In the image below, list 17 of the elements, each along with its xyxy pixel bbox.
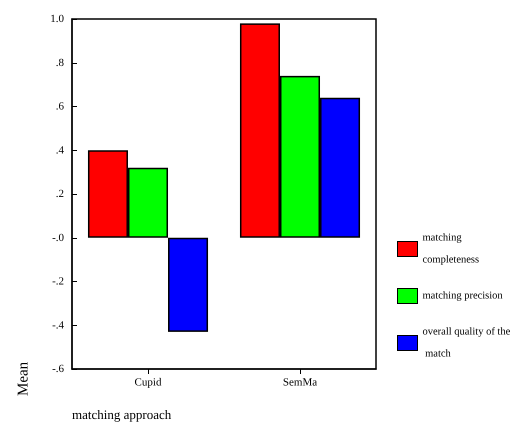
y-axis-title: Mean xyxy=(16,361,32,396)
y-tick-label: .8 xyxy=(56,56,64,69)
y-tick-label: .2 xyxy=(56,188,64,200)
bar xyxy=(168,238,208,332)
y-tick-label: .4 xyxy=(56,144,64,156)
legend-label: matching precision xyxy=(422,290,504,302)
x-axis-title: matching approach xyxy=(72,407,172,422)
y-tick-label: 1.0 xyxy=(50,13,64,25)
y-tick-label: -.2 xyxy=(52,276,64,288)
y-tick-label: -.6 xyxy=(52,363,64,375)
y-tick-label: -.4 xyxy=(52,319,64,332)
x-tick-label: SemMa xyxy=(282,376,318,388)
legend-label: matching completeness xyxy=(422,232,480,266)
x-tick-label: Cupid xyxy=(134,376,162,388)
y-tick-label: .6 xyxy=(56,100,64,112)
y-tick-label: -.0 xyxy=(52,232,64,244)
legend-label: overall quality of the match xyxy=(422,326,511,360)
